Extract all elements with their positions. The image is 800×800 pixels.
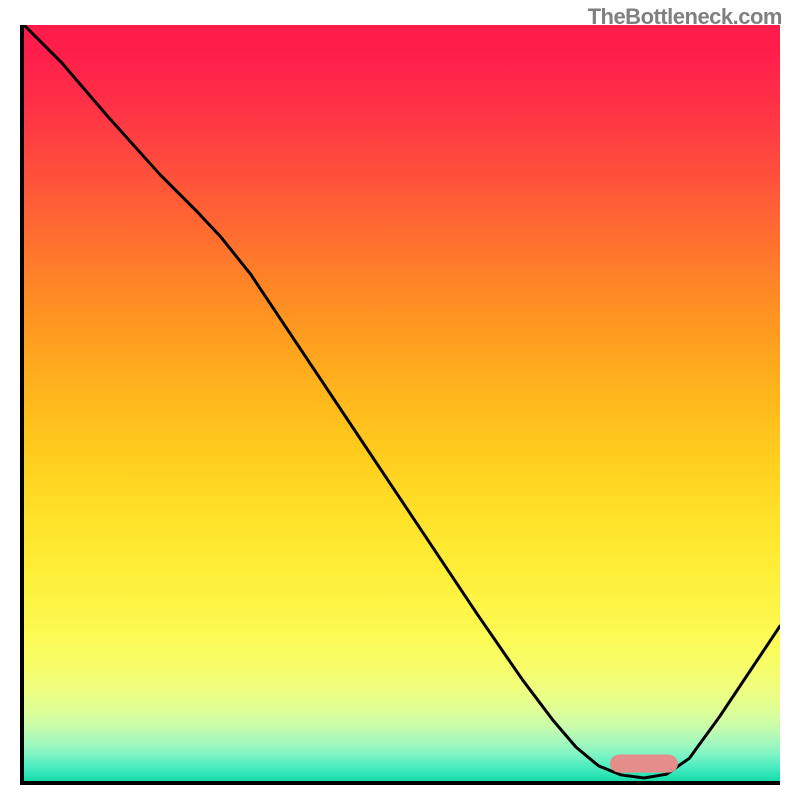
chart-background-gradient — [24, 25, 780, 781]
optimal-range-marker — [610, 755, 678, 773]
chart-plot-area — [20, 25, 780, 785]
chart-svg — [24, 25, 780, 781]
